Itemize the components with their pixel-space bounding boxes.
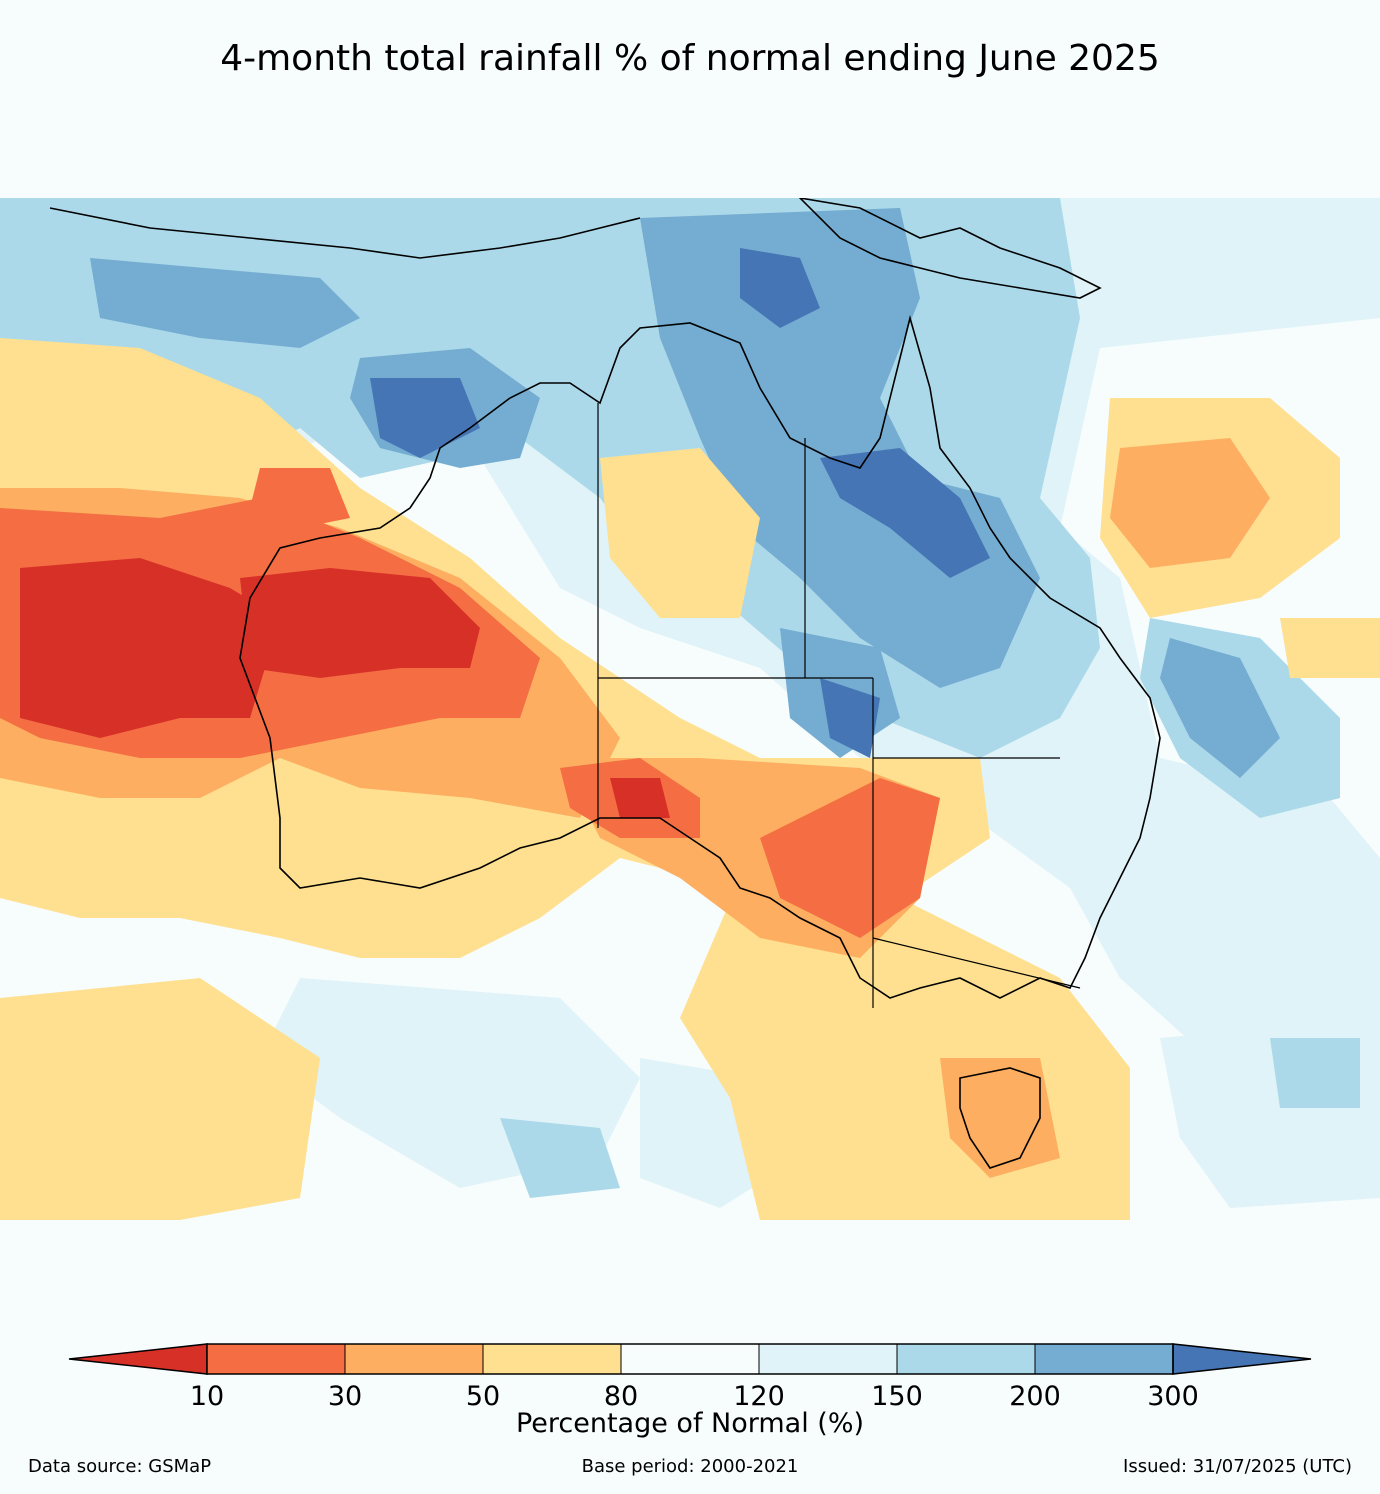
queensland-wet-core bbox=[820, 448, 990, 578]
chart-title: 4-month total rainfall % of normal endin… bbox=[220, 38, 1160, 79]
colorbar-outline bbox=[206, 1343, 1174, 1375]
class-under-10-layer bbox=[20, 558, 670, 818]
coral-sea-east-dry bbox=[1280, 618, 1380, 678]
kimberley-dry-patch bbox=[250, 468, 350, 528]
arafura-wet-zone bbox=[90, 258, 360, 348]
tasman-blue-patch bbox=[1270, 1038, 1360, 1108]
colorbar-segment bbox=[344, 1343, 484, 1375]
colorbar-extend-low bbox=[68, 1343, 208, 1375]
base-period-text: Base period: 2000-2021 bbox=[581, 1456, 799, 1477]
colorbar-segment bbox=[1034, 1343, 1174, 1375]
colorbar-svg: 10 30 50 80 120 150 200 300 bbox=[68, 1343, 1312, 1410]
colorbar-extend-high bbox=[1172, 1343, 1312, 1375]
colorbar-segment bbox=[620, 1343, 760, 1375]
rainfall-map-svg bbox=[0, 198, 1380, 1220]
tasmania-dry-patch bbox=[940, 1058, 1060, 1178]
southern-ocean-blue-patch bbox=[500, 1118, 620, 1198]
wa-dry-core bbox=[20, 558, 280, 738]
colorbar-tick-label: 150 bbox=[871, 1381, 923, 1410]
coastline-layer bbox=[49, 198, 1161, 1169]
data-source-text: Data source: GSMaP bbox=[28, 1456, 212, 1477]
colorbar-tick-label: 300 bbox=[1147, 1381, 1199, 1410]
colorbar-segment bbox=[758, 1343, 898, 1375]
nsw-dry-outer-core bbox=[760, 778, 940, 938]
central-australia-dry bbox=[600, 448, 760, 618]
australia-mainland-coastline bbox=[239, 314, 1161, 999]
indonesia-coastline bbox=[49, 207, 641, 259]
sa-dry-core bbox=[610, 778, 670, 818]
colorbar-segment bbox=[896, 1343, 1036, 1375]
colorbar-segment bbox=[482, 1343, 622, 1375]
colorbar-tick-label: 80 bbox=[604, 1381, 638, 1410]
tasmania-coastline bbox=[959, 1067, 1041, 1169]
colorbar-tick-label: 50 bbox=[466, 1381, 500, 1410]
nsw-vic-border bbox=[872, 937, 1081, 989]
colorbar-label: Percentage of Normal (%) bbox=[515, 1408, 865, 1439]
rainfall-map bbox=[0, 198, 1380, 1220]
colorbar-tick-label: 120 bbox=[733, 1381, 785, 1410]
colorbar-tick-label: 10 bbox=[190, 1381, 224, 1410]
kimberley-wet-core bbox=[370, 378, 480, 458]
colorbar: 10 30 50 80 120 150 200 300 bbox=[0, 1330, 1380, 1410]
eyre-basin-wet-core bbox=[820, 678, 880, 758]
gulf-wet-core bbox=[740, 248, 820, 328]
tasman-orange-patch bbox=[1110, 438, 1270, 568]
class-over-300-layer bbox=[370, 248, 990, 758]
colorbar-tick-label: 30 bbox=[328, 1381, 362, 1410]
indian-ocean-southwest-dry bbox=[0, 978, 320, 1220]
colorbar-segment bbox=[206, 1343, 346, 1375]
wa-interior-dry-core bbox=[240, 568, 480, 678]
coral-sea-core-zone bbox=[1160, 638, 1280, 778]
new-guinea-coastline bbox=[798, 198, 1102, 299]
state-borders-layer bbox=[597, 403, 1081, 1008]
colorbar-tick-label: 200 bbox=[1009, 1381, 1061, 1410]
issued-date-text: Issued: 31/07/2025 (UTC) bbox=[1123, 1456, 1352, 1477]
